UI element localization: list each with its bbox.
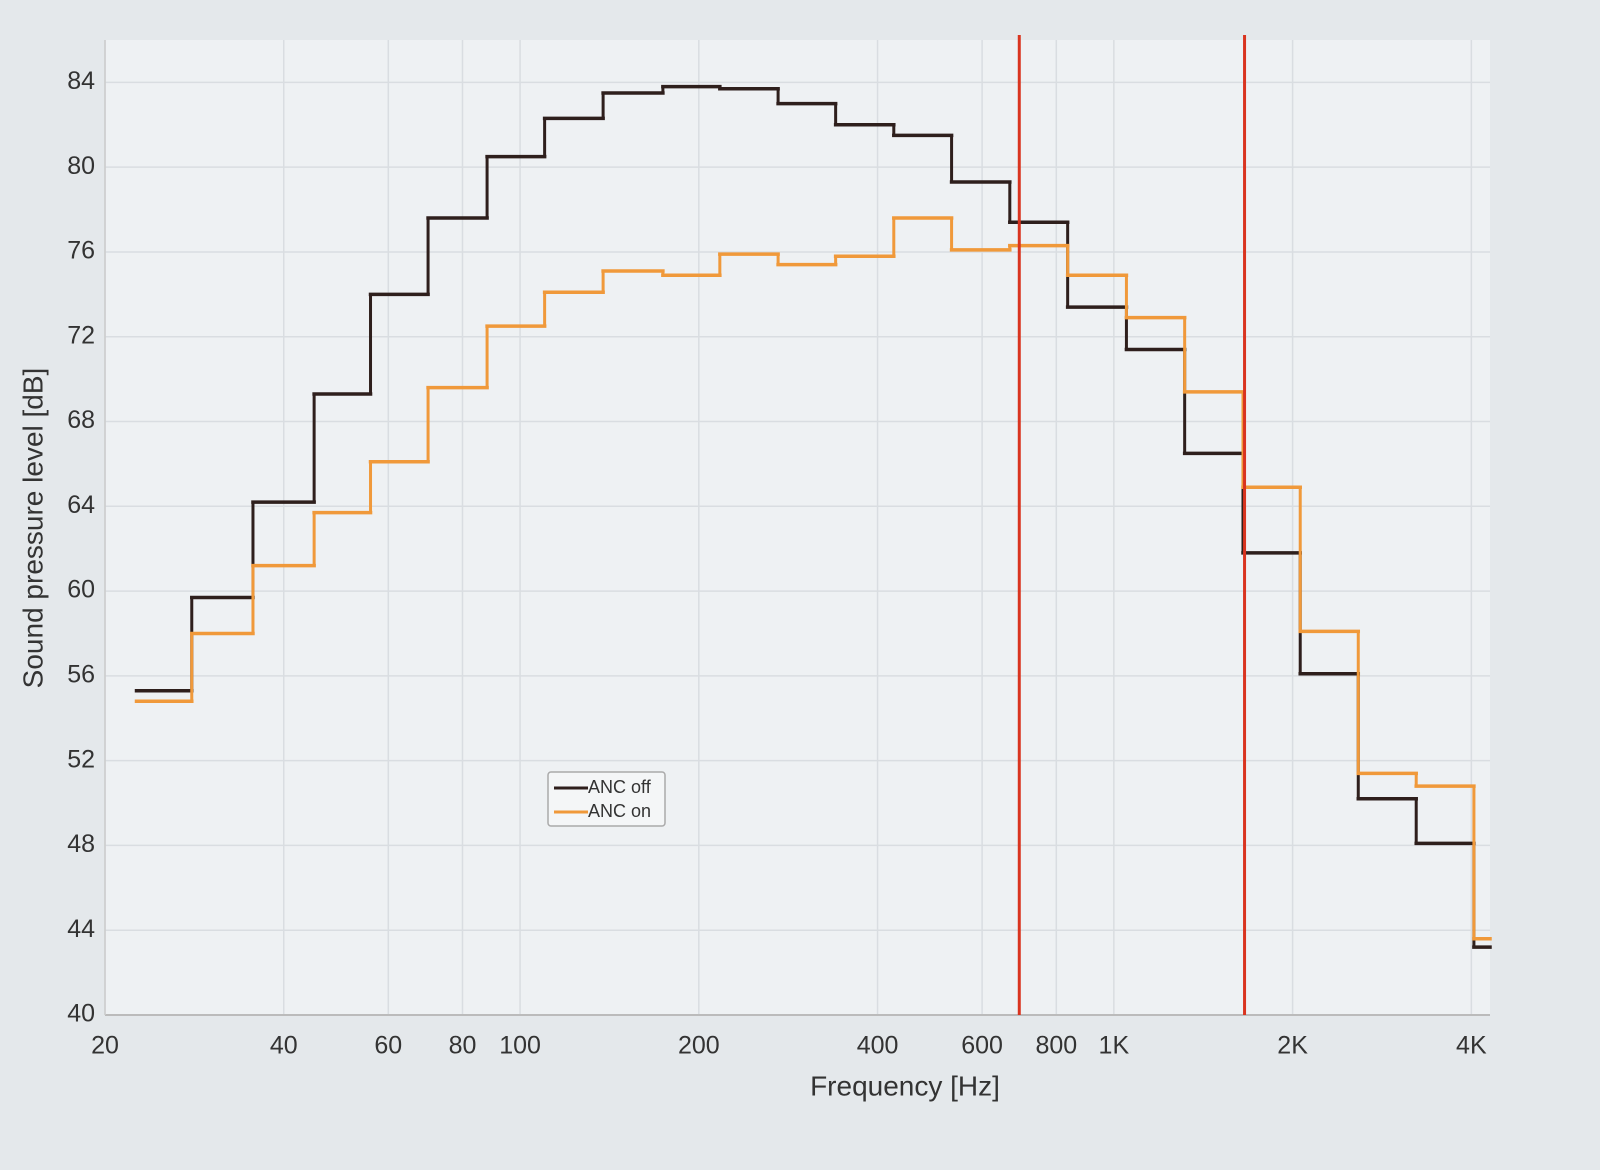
x-tick-label: 200 [678,1032,720,1060]
x-tick-label: 20 [91,1032,119,1060]
plot-area [105,40,1490,1015]
y-tick-label: 56 [67,660,95,688]
legend-label: ANC off [588,777,652,797]
y-tick-label: 64 [67,491,95,519]
x-tick-label: 2K [1277,1032,1308,1060]
y-tick-label: 76 [67,237,95,265]
x-tick-label: 400 [857,1032,899,1060]
y-tick-label: 40 [67,1000,95,1028]
x-tick-label: 1K [1099,1032,1130,1060]
legend-label: ANC on [588,801,651,821]
y-tick-label: 80 [67,152,95,180]
y-tick-label: 48 [67,830,95,858]
x-tick-label: 100 [499,1032,541,1060]
x-tick-label: 4K [1456,1032,1487,1060]
y-axis-label: Sound pressure level [dB] [17,368,48,689]
x-tick-label: 60 [374,1032,402,1060]
x-tick-label: 80 [449,1032,477,1060]
x-tick-label: 600 [961,1032,1003,1060]
y-tick-label: 72 [67,321,95,349]
x-tick-label: 40 [270,1032,298,1060]
y-tick-label: 52 [67,745,95,773]
x-tick-label: 800 [1035,1032,1077,1060]
y-tick-label: 68 [67,406,95,434]
y-tick-label: 44 [67,915,95,943]
y-tick-label: 60 [67,576,95,604]
y-tick-label: 84 [67,67,95,95]
x-axis-label: Frequency [Hz] [810,1070,1000,1101]
